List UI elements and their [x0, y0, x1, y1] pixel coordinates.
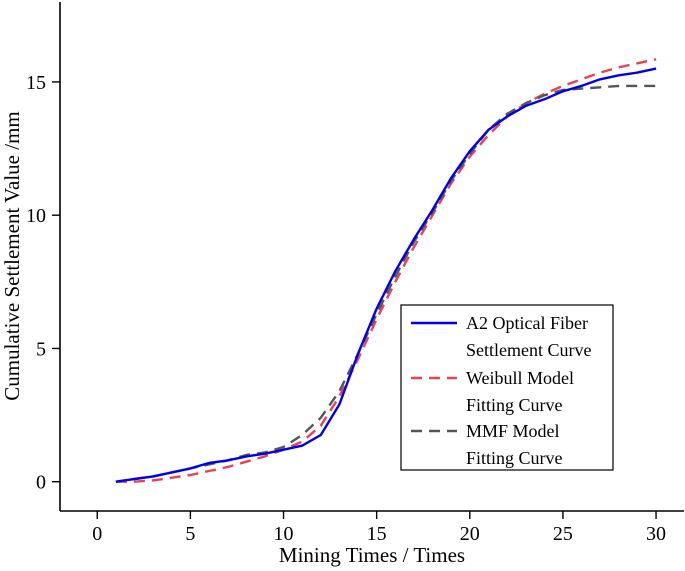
y-tick-label: 0: [36, 472, 46, 494]
x-tick-label: 15: [367, 523, 387, 545]
y-tick-label: 10: [26, 205, 46, 227]
axes-layer: [59, 2, 684, 512]
legend-label-mmf-line1: MMF Model: [466, 421, 560, 441]
legend-label-mmf-line2: Fitting Curve: [466, 448, 563, 468]
legend: A2 Optical Fiber Settlement Curve Weibul…: [400, 304, 614, 471]
x-tick-label: 25: [553, 523, 573, 545]
x-tick-label: 20: [460, 523, 480, 545]
legend-label-weibull-line2: Fitting Curve: [466, 395, 563, 415]
x-tick-label: 5: [185, 523, 195, 545]
x-tick-label: 30: [646, 523, 666, 545]
legend-label-weibull-line1: Weibull Model: [466, 368, 574, 388]
y-tick-label: 5: [36, 338, 46, 360]
legend-label-a2-line1: A2 Optical Fiber: [466, 313, 588, 333]
series-layer: [115, 58, 657, 483]
series-line-a2-optical-fiber: [115, 67, 657, 483]
ticks-layer: 0 5 10 15 20 25 30 0 5 10 15: [26, 72, 666, 545]
x-tick-label: 0: [92, 523, 102, 545]
legend-label-a2-line2: Settlement Curve: [466, 340, 591, 360]
y-axis-title: Cumulative Settlement Value /mm: [0, 111, 24, 401]
y-tick-label: 15: [26, 72, 46, 94]
x-axis-title: Mining Times / Times: [279, 543, 465, 567]
legend-box: [400, 304, 614, 471]
x-tick-label: 10: [274, 523, 294, 545]
series-line-weibull-fit: [115, 58, 657, 483]
